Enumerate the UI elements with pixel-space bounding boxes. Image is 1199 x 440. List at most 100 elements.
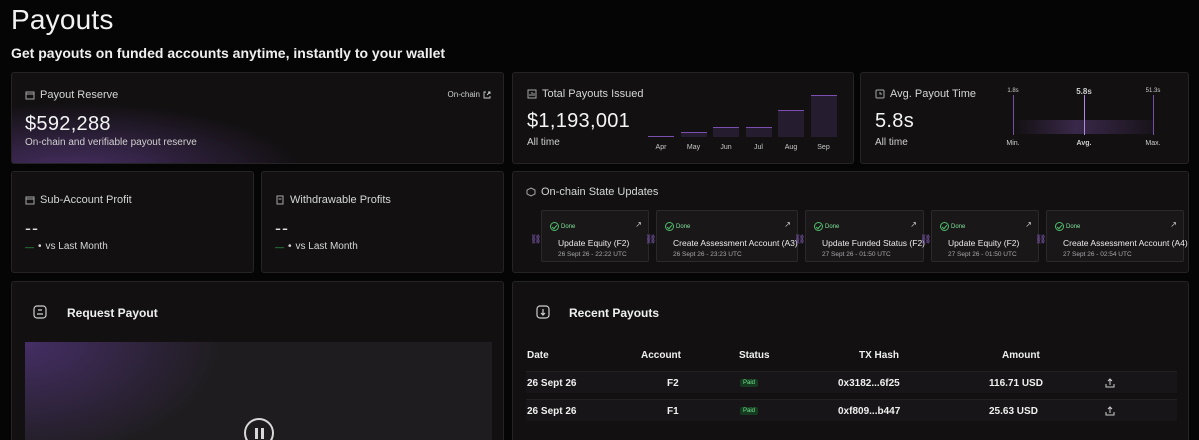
document-icon	[276, 195, 284, 205]
cell-tx-hash[interactable]: 0x3182...6f25	[838, 378, 900, 389]
avg-label: Avg.	[1076, 140, 1092, 147]
state-update-item[interactable]: Done ↗ Update Equity (F2) 27 Sept 26 - 01:5…	[931, 210, 1039, 262]
avg-payout-card: Avg. Payout Time 5.8s All time 1.8s 5.8s…	[860, 72, 1189, 164]
cell-date: 26 Sept 26	[527, 406, 577, 417]
col-date: Date	[527, 350, 549, 361]
done-label: Done	[825, 223, 840, 230]
avg-payout-label-row: Avg. Payout Time	[875, 88, 976, 100]
col-amount: Amount	[1002, 350, 1040, 361]
check-circle-icon	[940, 222, 949, 231]
total-payouts-sub: All time	[527, 137, 560, 148]
external-link-icon[interactable]: ↗	[635, 220, 642, 229]
box-icon	[25, 91, 35, 100]
state-update-item[interactable]: Done ↗ Update Funded Status (F2) 27 Sept 26…	[805, 210, 925, 262]
external-link-icon	[483, 91, 491, 98]
external-link-icon[interactable]: ↗	[1170, 220, 1177, 229]
col-status: Status	[739, 350, 770, 361]
done-badge: Done	[940, 222, 965, 231]
vs-text: vs Last Month	[295, 241, 358, 252]
vs-text: vs Last Month	[45, 241, 108, 252]
bar-label-aug: Aug	[784, 144, 798, 151]
done-badge: Done	[665, 222, 690, 231]
total-payouts-label-row: Total Payouts Issued	[527, 88, 644, 100]
done-label: Done	[561, 223, 576, 230]
sub-account-label: Sub-Account Profit	[40, 194, 132, 206]
avg-scale-value: 5.8s	[1076, 87, 1092, 96]
state-updates-list: ⛓ Done ↗ Update Equity (F2) 26 Sept 26 - 22:…	[527, 210, 1188, 264]
check-circle-icon	[1055, 222, 1064, 231]
page-subtitle: Get payouts on funded accounts anytime, …	[11, 45, 446, 61]
external-link-icon[interactable]: ↗	[784, 220, 791, 229]
download-icon	[536, 305, 550, 319]
col-tx-hash: TX Hash	[859, 350, 900, 361]
bar-label-apr: Apr	[655, 144, 667, 151]
onchain-link[interactable]: On-chain	[448, 90, 491, 99]
payout-icon	[33, 305, 47, 319]
share-icon[interactable]	[1104, 405, 1116, 417]
status-badge: Paid	[740, 407, 759, 415]
bar-may	[680, 132, 707, 137]
dot-separator: •	[288, 241, 292, 252]
col-account: Account	[641, 350, 681, 361]
cell-tx-hash[interactable]: 0xf809...b447	[838, 406, 901, 417]
state-update-title: Update Equity (F2)	[558, 238, 630, 248]
chain-link-icon: ⛓	[794, 234, 806, 244]
avg-payout-sub: All time	[875, 137, 908, 148]
cell-account: F2	[667, 378, 679, 389]
total-payouts-card: Total Payouts Issued $1,193,001 All time…	[512, 72, 854, 164]
check-circle-icon	[665, 222, 674, 231]
bar-jun	[713, 127, 739, 137]
page-title: Payouts	[11, 4, 114, 35]
share-icon[interactable]	[1104, 377, 1116, 389]
total-payouts-value: $1,193,001	[527, 110, 631, 132]
withdrawable-vs: — • vs Last Month	[275, 241, 358, 252]
payout-reserve-card: Payout Reserve On-chain $592,288 On-chai…	[11, 72, 504, 164]
onchain-state-card: On-chain State Updates ⛓ Done ↗ Update Equi…	[512, 171, 1189, 273]
payout-reserve-label: Payout Reserve	[40, 89, 119, 101]
payout-reserve-value: $592,288	[25, 113, 111, 135]
sub-account-label-row: Sub-Account Profit	[25, 194, 132, 206]
onchain-link-label: On-chain	[447, 90, 480, 99]
state-update-item[interactable]: Done ↗ Create Assessment Account (A3) 26 Se…	[656, 210, 798, 262]
pause-button[interactable]	[244, 418, 274, 440]
sub-account-profit-card: Sub-Account Profit -- — • vs Last Month	[11, 171, 254, 273]
bar-label-sep: Sep	[817, 144, 830, 151]
withdrawable-profits-card: Withdrawable Profits -- — • vs Last Mont…	[261, 171, 504, 273]
done-label: Done	[676, 223, 691, 230]
external-link-icon[interactable]: ↗	[910, 220, 917, 229]
trend-indicator: —	[25, 241, 34, 252]
state-update-item[interactable]: Done ↗ Update Equity (F2) 26 Sept 26 - 22:2…	[541, 210, 649, 262]
avg-payout-label: Avg. Payout Time	[890, 88, 977, 100]
min-marker	[1013, 95, 1014, 135]
state-update-item[interactable]: Done ↗ Create Assessment Account (A4) 27 Se…	[1046, 210, 1188, 262]
external-link-icon[interactable]: ↗	[1025, 220, 1032, 229]
payouts-bar-chart: Apr May Jun Jul Aug Sep	[648, 93, 843, 155]
max-marker	[1153, 95, 1154, 135]
cell-amount: 116.71 USD	[989, 378, 1043, 389]
chart-icon	[527, 89, 537, 99]
done-badge: Done	[814, 222, 839, 231]
request-payout-video[interactable]	[25, 342, 492, 440]
bar-sep	[810, 95, 837, 137]
chain-link-icon: ⛓	[645, 234, 657, 244]
withdrawable-value: --	[275, 218, 289, 238]
recent-payouts-title: Recent Payouts	[569, 306, 660, 320]
sub-account-vs: — • vs Last Month	[25, 241, 108, 252]
bar-label-jun: Jun	[720, 144, 732, 151]
bar-aug	[778, 110, 804, 137]
done-label: Done	[1066, 223, 1081, 230]
range-band	[1013, 120, 1153, 134]
withdrawable-label-row: Withdrawable Profits	[275, 194, 391, 206]
done-label: Done	[951, 223, 966, 230]
cube-icon	[526, 187, 536, 197]
min-value: 1.8s	[1007, 88, 1019, 94]
recent-payouts-card: Recent Payouts Date Account Status TX Ha…	[512, 281, 1189, 440]
state-update-time: 26 Sept 26 - 22:22 UTC	[558, 251, 627, 258]
cell-date: 26 Sept 26	[527, 378, 577, 389]
state-update-title: Update Equity (F2)	[948, 238, 1020, 248]
payout-time-range-chart: 1.8s 5.8s 51.3s Min. Avg. Max.	[1003, 85, 1183, 157]
table-row: 26 Sept 26 F2 Paid 0x3182...6f25 116.71 USD	[526, 371, 1177, 393]
chain-link-icon: ⛓	[1035, 234, 1047, 244]
state-update-title: Create Assessment Account (A4)	[1063, 238, 1188, 248]
chain-link-icon: ⛓	[920, 234, 932, 244]
